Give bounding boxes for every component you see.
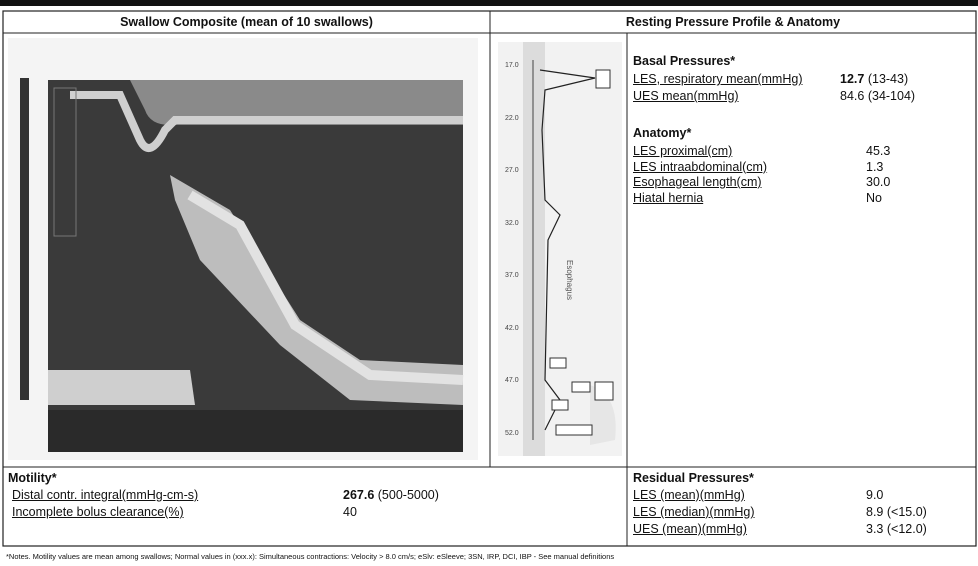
depth-label: 47.0 — [505, 377, 519, 384]
depth-label: 32.0 — [505, 220, 519, 227]
value: 84.6 — [840, 89, 864, 103]
frame — [0, 0, 978, 566]
section-title: Basal Pressures* — [633, 54, 735, 68]
topography-plot — [8, 38, 478, 460]
row-value: 1.3 — [866, 160, 883, 174]
row-label: LES (median)(mmHg) — [633, 505, 755, 519]
row-label: LES (mean)(mmHg) — [633, 488, 745, 502]
normal-range: (13-43) — [868, 72, 908, 86]
row-value: No — [866, 191, 882, 205]
section-title: Motility* — [8, 471, 57, 485]
row-label: Distal contr. integral(mmHg-cm-s) — [12, 488, 198, 502]
row-value: 8.9 (<15.0) — [866, 505, 927, 519]
row-value: 9.0 — [866, 488, 883, 502]
row-value: 30.0 — [866, 175, 890, 189]
row-label: Hiatal hernia — [633, 191, 703, 205]
row-label: LES, respiratory mean(mmHg) — [633, 72, 803, 86]
row-value: 267.6 (500-5000) — [343, 488, 439, 502]
depth-label: 17.0 — [505, 62, 519, 69]
row-label: UES mean(mmHg) — [633, 89, 739, 103]
profile-plot — [498, 42, 622, 456]
row-label: LES proximal(cm) — [633, 144, 732, 158]
axis-label: Esophagus — [565, 260, 574, 300]
depth-label: 42.0 — [505, 325, 519, 332]
normal-range: (<15.0) — [887, 505, 927, 519]
value: 8.9 — [866, 505, 883, 519]
page: {"header": {"left_title": "Swallow Compo… — [0, 0, 978, 566]
value: 1.3 — [866, 160, 883, 174]
value: No — [866, 191, 882, 205]
section-title: Anatomy* — [633, 126, 691, 140]
value: 9.0 — [866, 488, 883, 502]
top-rule — [0, 0, 978, 6]
value: 3.3 — [866, 522, 883, 536]
row-label: Esophageal length(cm) — [633, 175, 762, 189]
row-value: 3.3 (<12.0) — [866, 522, 927, 536]
value: 40 — [343, 505, 357, 519]
depth-label: 27.0 — [505, 167, 519, 174]
row-value: 84.6 (34-104) — [840, 89, 915, 103]
section-title: Residual Pressures* — [633, 471, 754, 485]
normal-range: (<12.0) — [887, 522, 927, 536]
value: 267.6 — [343, 488, 374, 502]
row-value: 45.3 — [866, 144, 890, 158]
row-value: 12.7 (13-43) — [840, 72, 908, 86]
value: 12.7 — [840, 72, 864, 86]
depth-label: 37.0 — [505, 272, 519, 279]
normal-range: (34-104) — [868, 89, 915, 103]
panel-title: Resting Pressure Profile & Anatomy — [490, 15, 976, 29]
value: 30.0 — [866, 175, 890, 189]
row-label: UES (mean)(mmHg) — [633, 522, 747, 536]
footnote: *Notes. Motility values are mean among s… — [6, 552, 614, 561]
row-label: Incomplete bolus clearance(%) — [12, 505, 184, 519]
panel-title: Swallow Composite (mean of 10 swallows) — [3, 15, 490, 29]
row-label: LES intraabdominal(cm) — [633, 160, 767, 174]
value: 45.3 — [866, 144, 890, 158]
depth-label: 22.0 — [505, 115, 519, 122]
normal-range: (500-5000) — [378, 488, 439, 502]
depth-label: 52.0 — [505, 430, 519, 437]
row-value: 40 — [343, 505, 357, 519]
